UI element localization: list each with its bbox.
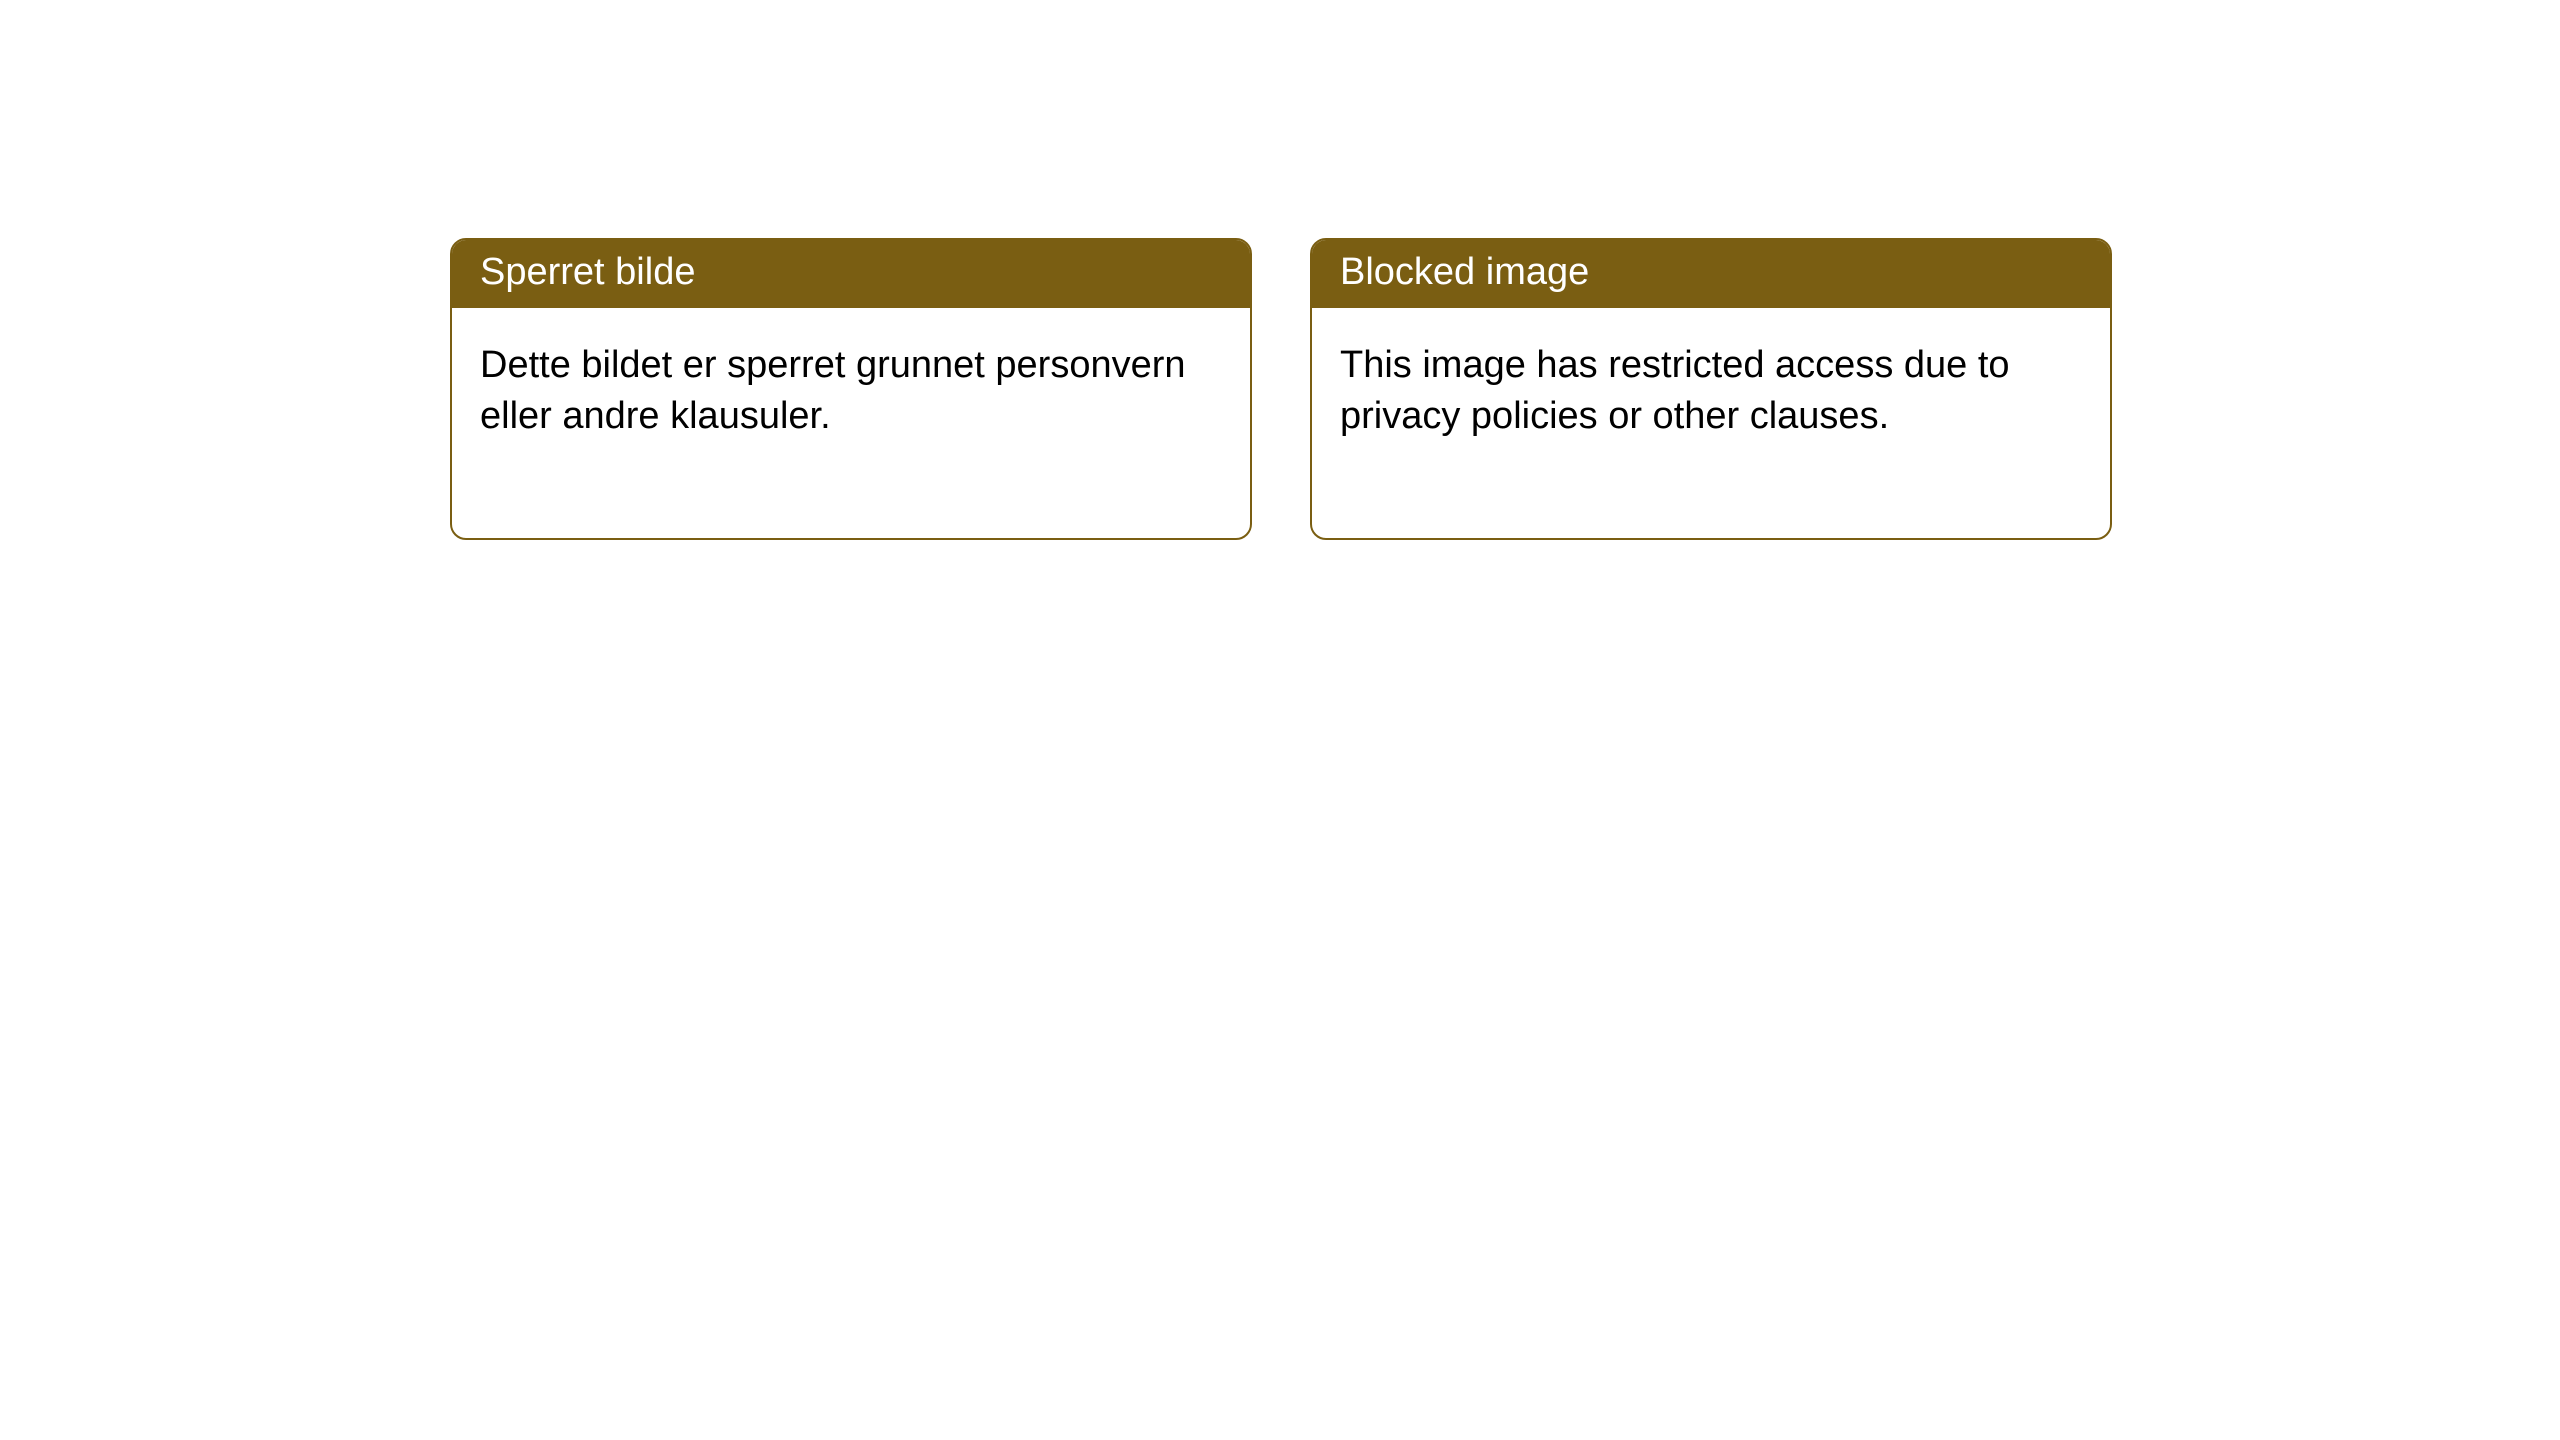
notice-header: Sperret bilde xyxy=(452,240,1250,308)
notice-box-norwegian: Sperret bilde Dette bildet er sperret gr… xyxy=(450,238,1252,540)
notice-body: Dette bildet er sperret grunnet personve… xyxy=(452,308,1250,538)
notice-header: Blocked image xyxy=(1312,240,2110,308)
notice-body: This image has restricted access due to … xyxy=(1312,308,2110,538)
notice-container: Sperret bilde Dette bildet er sperret gr… xyxy=(450,238,2112,540)
notice-box-english: Blocked image This image has restricted … xyxy=(1310,238,2112,540)
